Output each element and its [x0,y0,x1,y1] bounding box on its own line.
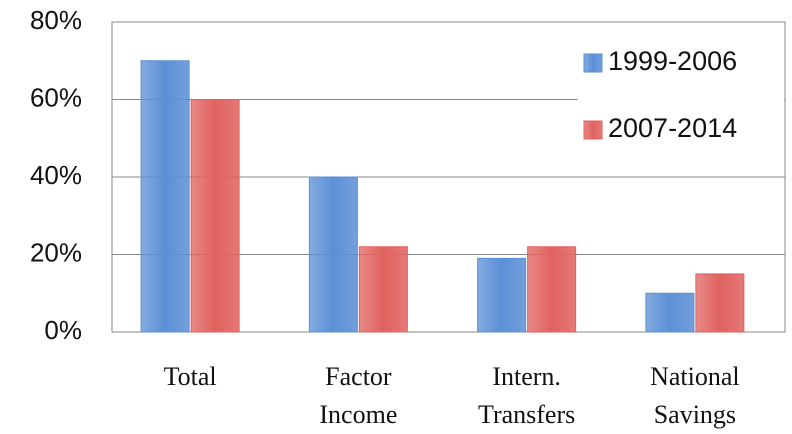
bar [358,246,408,333]
y-tick-label: 60% [30,82,82,112]
y-tick-label: 20% [30,237,82,267]
y-tick-label: 40% [30,160,82,190]
bar [645,292,695,333]
bar [695,273,745,333]
x-tick-label: Intern. Transfers [477,362,576,429]
legend-label: 1999-2006 [608,46,737,76]
y-tick-label: 0% [44,315,82,345]
legend: 1999-2006 2007-2014 [578,30,784,176]
bar [140,60,190,333]
legend-swatch [583,53,603,73]
legend-swatch [583,120,603,140]
bar [477,257,527,333]
bar [308,176,358,333]
legend-label: 2007-2014 [608,113,737,143]
x-tick-label: Factor Income [319,362,398,429]
y-tick-label: 80% [30,5,82,35]
bar [527,246,577,333]
bar [190,99,240,333]
legend-box [578,30,784,176]
x-tick-label: Total [163,362,217,391]
x-tick-label: National Savings [650,362,740,429]
